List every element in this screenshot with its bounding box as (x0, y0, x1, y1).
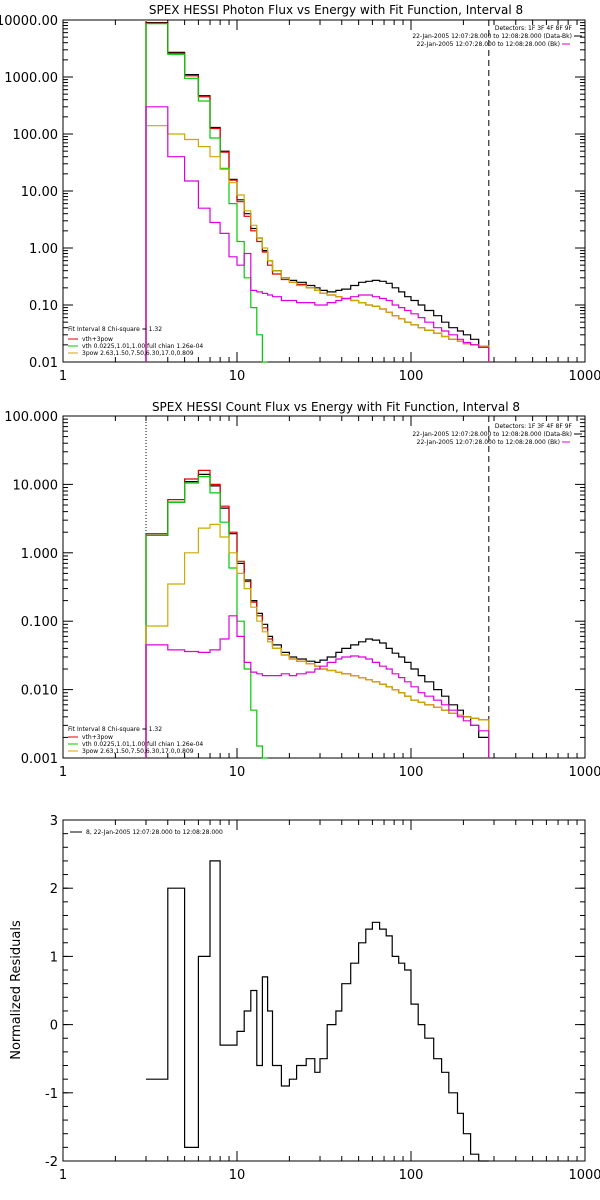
plot-frame (62, 819, 586, 1162)
legend-left: Fit Interval 8 Chi-square = 1.32 vth+3po… (68, 726, 203, 755)
legend-left-line: 8, 22-Jan-2005 12:07:28.000 to 12:08:28.… (86, 829, 223, 836)
series-line-vth (145, 23, 268, 363)
y-tick-label: 3 (50, 814, 58, 829)
legend-right-line: Detectors: 1F 3F 4F 8F 9F (495, 423, 573, 430)
series-line-3pow (145, 125, 490, 362)
series-line-3pow (145, 523, 490, 758)
series-layer (145, 416, 490, 759)
plot-frame (62, 19, 586, 363)
x-tick-label: 100 (399, 1168, 424, 1183)
y-tick-label: 0.100 (21, 615, 58, 630)
photon-flux-chart: SPEX HESSI Photon Flux vs Energy with Fi… (0, 3, 600, 384)
x-tick-label: 1 (59, 765, 67, 780)
y-tick-label: 1000.00 (4, 71, 58, 86)
y-tick-label: 0.10 (29, 299, 58, 314)
y-tick-label: -1 (45, 1087, 58, 1102)
legend-right-line: 22-Jan-2005 12:07:28.000 to 12:08:28.000… (412, 33, 572, 40)
y-tick-label: 100.000 (4, 410, 58, 425)
tick-layer: 1 10 100 1000 0.001 0.010 0.100 1.000 10.000 100.… (4, 410, 600, 780)
legend-left-line: 3pow 2.63,1.50,7.50,6.30,17.0,0.809 (82, 350, 194, 357)
y-tick-label: 100.00 (13, 128, 59, 143)
legend-right-line: 22-Jan-2005 12:07:28.000 to 12:08:28.000… (417, 439, 560, 446)
y-tick-label: 0.01 (29, 356, 58, 371)
legend-left-line: vth+3pow (82, 336, 113, 343)
series-line-bk (145, 106, 490, 362)
x-tick-label: 100 (399, 369, 424, 384)
y-tick-label: 2 (50, 882, 58, 897)
series-line-8-22-jan-2005-12-07-28-000-to-12-08-28-000 (146, 860, 489, 1162)
legend-left-line: Fit Interval 8 Chi-square = 1.32 (68, 726, 162, 733)
y-tick-label: -2 (45, 1155, 58, 1170)
legend-right: Detectors: 1F 3F 4F 8F 9F 22-Jan-2005 12… (412, 25, 582, 48)
count-flux-chart: SPEX HESSI Count Flux vs Energy with Fit… (4, 400, 600, 780)
legend-left-line: vth 0.0225,1.01,1.00 full chian 1.26e-04 (82, 741, 203, 748)
legend-right: Detectors: 1F 3F 4F 8F 9F 22-Jan-2005 12… (412, 423, 582, 446)
series-line-data-bk (145, 22, 490, 362)
series-line-data-bk (145, 473, 490, 758)
series-layer (146, 860, 489, 1162)
x-tick-label: 1000 (568, 1168, 600, 1183)
y-tick-label: 0.001 (21, 752, 58, 767)
legend-left-line: Fit Interval 8 Chi-square = 1.32 (68, 326, 162, 333)
chart-title: SPEX HESSI Count Flux vs Energy with Fit… (152, 400, 520, 414)
plot-frame (62, 415, 586, 759)
chart-title: SPEX HESSI Photon Flux vs Energy with Fi… (149, 3, 523, 17)
legend-right-line: Detectors: 1F 3F 4F 8F 9F (495, 25, 573, 32)
y-tick-label: 10.000 (13, 478, 59, 493)
legend-left: 8, 22-Jan-2005 12:07:28.000 to 12:08:28.… (70, 829, 223, 836)
y-tick-label: 1.00 (29, 242, 58, 257)
legend-right-line: 22-Jan-2005 12:07:28.000 to 12:08:28.000… (417, 41, 560, 48)
y-tick-label: 1.000 (21, 547, 58, 562)
y-tick-label: 1 (50, 950, 58, 965)
y-tick-label: 10000.00 (0, 14, 58, 29)
y-tick-label: 0.010 (21, 684, 58, 699)
legend-right-line: 22-Jan-2005 12:07:28.000 to 12:08:28.000… (412, 431, 572, 438)
legend-left-line: 3pow 2.63,1.50,7.50,6.30,17.0,0.809 (82, 748, 194, 755)
x-tick-label: 1 (59, 1168, 67, 1183)
y-axis-label: Normalized Residuals (9, 920, 24, 1060)
x-tick-label: 10 (229, 369, 246, 384)
x-tick-label: 1 (59, 369, 67, 384)
tick-layer: 1 10 100 1000 0.01 0.10 1.00 10.00 100.00 1000.00… (0, 14, 600, 384)
tick-layer: 1 10 100 1000 -2 -1 0 1 2 3 (45, 814, 600, 1183)
x-tick-label: 1000 (568, 369, 600, 384)
y-tick-label: 0 (50, 1019, 58, 1034)
series-line-bk (145, 615, 490, 758)
legend-left-line: vth+3pow (82, 734, 113, 741)
series-line-vth (145, 476, 268, 759)
y-tick-label: 10.00 (21, 185, 58, 200)
x-tick-label: 100 (399, 765, 424, 780)
legend-left-line: vth 0.0225,1.01,1.00 full chian 1.26e-04 (82, 343, 203, 350)
legend-left: Fit Interval 8 Chi-square = 1.32 vth+3po… (68, 326, 203, 357)
series-line-vth-3pow (145, 469, 490, 758)
x-tick-label: 1000 (568, 765, 600, 780)
x-tick-label: 10 (229, 765, 246, 780)
x-tick-label: 10 (229, 1168, 246, 1183)
series-layer (145, 20, 490, 363)
